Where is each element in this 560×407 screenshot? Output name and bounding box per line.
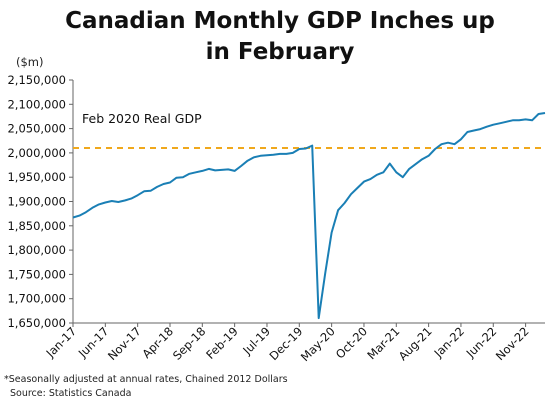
gdp-series-line — [72, 112, 546, 320]
y-axis: 1,650,000 1,700,000 1,750,000 1,800,000 1,85… — [7, 73, 74, 330]
chart-title: Canadian Monthly GDP Inches up in Februa… — [0, 6, 560, 68]
y-tick-label: 2,100,000 — [7, 97, 66, 111]
x-tick-label: Jan-22 — [431, 324, 467, 360]
y-tick-label: 1,950,000 — [7, 170, 66, 184]
x-tick-label: Nov-22 — [493, 324, 532, 363]
y-tick-label: 2,000,000 — [7, 146, 66, 160]
x-tick-label: Apr-18 — [139, 324, 176, 361]
x-tick-label: May-20 — [298, 324, 338, 364]
y-tick-label: 1,750,000 — [7, 267, 66, 281]
y-tick-label: 1,900,000 — [7, 195, 66, 209]
y-tick-label: 1,700,000 — [7, 292, 66, 306]
y-tick-label: 1,650,000 — [7, 316, 66, 330]
y-tick-label: 2,150,000 — [7, 73, 66, 87]
y-unit-label: ($m) — [16, 55, 44, 69]
x-tick-label: Oct-20 — [333, 324, 370, 361]
x-tick-label: Nov-17 — [105, 324, 144, 363]
chart-title-line2: in February — [205, 39, 355, 65]
y-tick-label: 2,050,000 — [7, 122, 66, 136]
x-tick-label: Dec-19 — [266, 324, 305, 363]
y-tick-label: 1,800,000 — [7, 243, 66, 257]
x-tick-label: Aug-21 — [396, 324, 435, 363]
footnote-source: Source: Statistics Canada — [10, 388, 132, 399]
y-tick-label: 1,850,000 — [7, 219, 66, 233]
x-tick-label: Sep-18 — [170, 324, 209, 363]
reference-label: Feb 2020 Real GDP — [82, 111, 202, 126]
chart-title-line1: Canadian Monthly GDP Inches up — [65, 8, 495, 34]
x-tick-label: Feb-19 — [203, 324, 241, 362]
x-tick-label: Mar-21 — [364, 324, 402, 362]
footnote-adjustment: *Seasonally adjusted at annual rates, Ch… — [4, 374, 288, 385]
